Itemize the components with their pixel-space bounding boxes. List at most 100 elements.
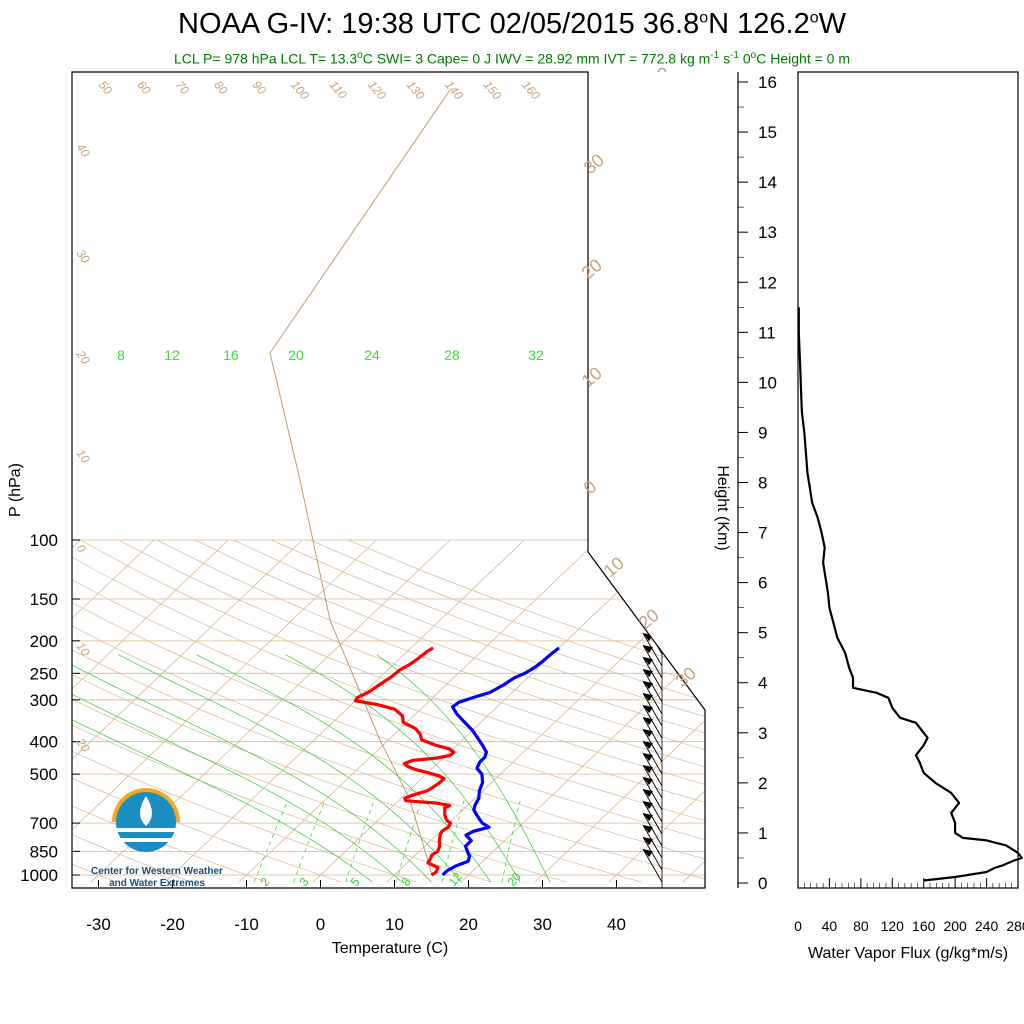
moist-adiabat — [72, 664, 432, 883]
y-tick-label: 1000 — [20, 866, 58, 885]
dry-adiabat — [156, 539, 705, 751]
isotherm-label: 150 — [481, 78, 505, 103]
moist-adiabat — [118, 654, 462, 883]
isotherm-line — [164, 539, 525, 883]
x-axis-label: Temperature (C) — [332, 940, 448, 957]
wind-flag — [643, 705, 653, 714]
isotherm-line — [72, 539, 229, 690]
wind-barb — [642, 704, 663, 739]
dry-adiabat — [271, 539, 705, 702]
mixing-ratio-label: 5 — [348, 875, 363, 889]
dry-adiabat — [233, 539, 705, 718]
logo-caption: Center for Western Weather and Water Extr… — [82, 866, 232, 890]
height-axis-label: Height (Km) — [714, 465, 731, 550]
isotherm-label: 120 — [365, 78, 389, 103]
wind-barb — [642, 716, 663, 751]
parcel-line-lower — [269, 352, 433, 876]
dry-adiabat — [72, 556, 705, 803]
height-tick-label: 2 — [758, 774, 767, 793]
wind-flag — [643, 741, 653, 750]
moist-adiabat-label: 16 — [223, 347, 239, 363]
mixing-ratio-line — [345, 800, 375, 883]
x-tick-label: 10 — [385, 915, 404, 934]
moist-adiabat-label: 24 — [364, 347, 380, 363]
dry-adiabat — [72, 673, 642, 883]
logo-caption-line-2: and Water Extremes — [109, 878, 205, 889]
y-tick-label: 500 — [30, 765, 58, 784]
height-tick-label: 11 — [758, 323, 776, 342]
dry-adiabat-label: 30 — [74, 247, 93, 266]
x-tick-label: -20 — [160, 915, 185, 934]
isotherm-label: 50 — [96, 78, 116, 97]
height-tick-label: 14 — [758, 173, 777, 192]
flux-x-tick-label: 40 — [822, 918, 838, 934]
mixing-ratio-label: 20 — [505, 869, 525, 888]
height-tick-label: 15 — [758, 123, 777, 142]
x-tick-label: 40 — [607, 915, 626, 934]
y-tick-label: 300 — [30, 691, 58, 710]
wind-barb — [642, 836, 663, 871]
dry-adiabat — [72, 805, 267, 883]
dry-adiabat — [72, 724, 492, 883]
dry-adiabat — [118, 539, 705, 768]
frame-mask — [588, 72, 1024, 888]
moist-adiabat — [376, 654, 551, 883]
logo-drop — [140, 796, 152, 826]
wind-flag — [643, 657, 653, 666]
dry-adiabat — [72, 579, 705, 822]
moist-adiabat — [196, 654, 491, 883]
cw3e-logo — [112, 788, 180, 852]
flux-x-tick-label: 160 — [912, 918, 936, 934]
height-tick-label: 9 — [758, 423, 767, 442]
isotherm-line — [72, 539, 303, 760]
height-tick-label: 6 — [758, 574, 767, 593]
wind-flag — [643, 681, 653, 690]
wind-barb — [642, 764, 663, 799]
isotherm-label: 100 — [288, 78, 312, 103]
moist-adiabat-label: 28 — [444, 347, 460, 363]
flux-frame — [797, 71, 1019, 889]
x-tick-label: 20 — [459, 915, 478, 934]
dry-adiabat — [194, 539, 705, 734]
height-tick-label: 7 — [758, 524, 767, 543]
height-tick-label: 4 — [758, 674, 767, 693]
moist-adiabat-label: 12 — [164, 347, 180, 363]
wind-flag — [643, 693, 653, 702]
wind-barb — [642, 728, 663, 763]
y-tick-label: 850 — [30, 842, 58, 861]
wind-flag — [643, 669, 653, 678]
skewt-frame — [71, 71, 706, 889]
temperature-profile — [353, 646, 456, 877]
logo-caption-line-1: Center for Western Weather — [91, 866, 223, 877]
dewpoint-profile — [441, 646, 560, 877]
isotherm-label: 90 — [250, 78, 270, 97]
height-tick-label: 16 — [758, 73, 777, 92]
dry-adiabat-label: 20 — [73, 735, 93, 755]
isotherm-line — [72, 539, 377, 831]
isotherm-line — [608, 790, 705, 883]
isotherm-label: 160 — [519, 78, 543, 103]
dry-adiabat — [72, 649, 705, 880]
wind-barb — [642, 644, 663, 679]
dry-adiabat-label: 40 — [74, 141, 93, 160]
isotherm-label: 80 — [211, 78, 231, 97]
y-tick-label: 150 — [30, 590, 58, 609]
wind-barb — [642, 632, 663, 667]
x-tick-label: -30 — [86, 915, 111, 934]
dry-adiabat — [72, 834, 192, 883]
parcel-line-upper — [269, 89, 451, 354]
isotherm-label: 110 — [327, 78, 350, 102]
flux-x-tick-label: 280 — [1006, 918, 1024, 934]
moist-adiabat — [72, 719, 373, 883]
moist-adiabat — [72, 693, 403, 883]
wind-flag — [643, 789, 653, 798]
wind-barb — [642, 740, 663, 775]
wind-barb — [642, 848, 663, 883]
isotherm-line — [312, 539, 673, 883]
height-tick-label: 5 — [758, 624, 767, 643]
isotherm-line — [0, 540, 6, 882]
wind-flag — [643, 813, 653, 822]
wind-barb — [642, 752, 663, 787]
logo-wave-1 — [112, 828, 180, 832]
